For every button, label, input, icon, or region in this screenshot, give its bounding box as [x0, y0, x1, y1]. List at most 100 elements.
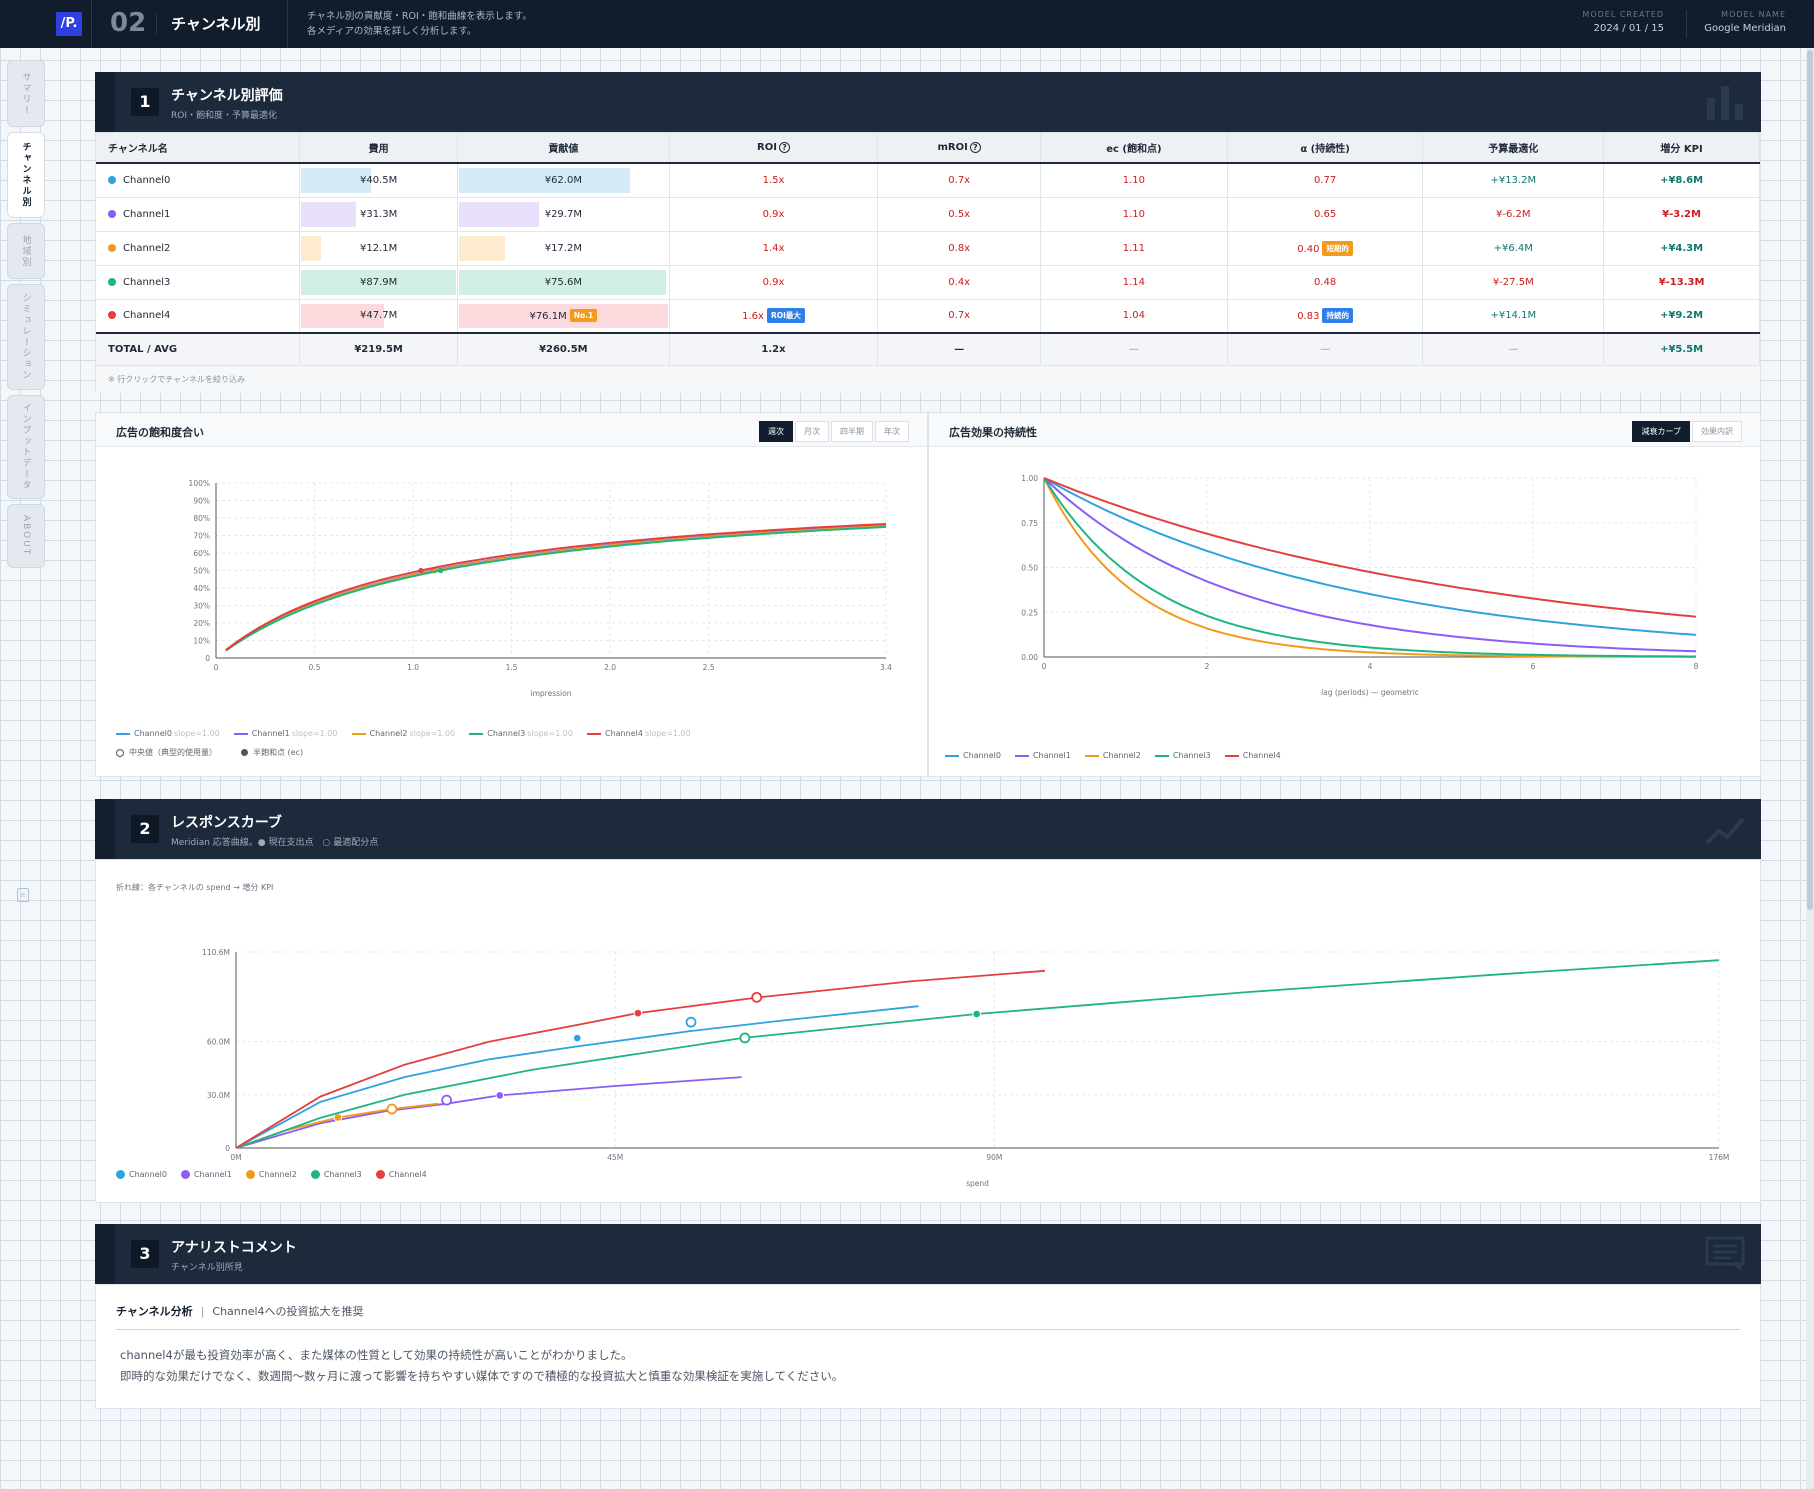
legend-item[interactable]: Channel3 slope=1.00	[469, 729, 573, 738]
help-icon[interactable]: ?	[969, 142, 981, 153]
page-scrollbar[interactable]	[1806, 48, 1814, 1489]
comment-body: channel4が最も投資効率が高く、また媒体の性質として効果の持続性が高いこと…	[120, 1345, 843, 1387]
cell-ec: 1.14	[1040, 265, 1228, 300]
legend-item[interactable]: Channel3	[310, 1170, 362, 1179]
total-cost: ¥219.5M	[299, 332, 458, 366]
table-total-row: TOTAL / AVG ¥219.5M ¥260.5M 1.2x — — — — +¥5.5M	[96, 332, 1760, 366]
legend-label: Channel1	[251, 729, 290, 738]
y-tick-label: 40%	[193, 584, 210, 593]
cell-budget: ¥-27.5M	[1422, 265, 1605, 300]
cost-bar	[301, 168, 372, 193]
cost-value: ¥40.5M	[359, 174, 398, 186]
legend-item[interactable]: Channel1 slope=1.00	[233, 729, 338, 738]
legend-item[interactable]: Channel0	[116, 1170, 167, 1179]
col-header-kpi[interactable]: 増分 KPI	[1603, 133, 1760, 164]
cell-budget: +¥6.4M	[1422, 231, 1605, 266]
cell-roi: 0.9x	[669, 197, 879, 232]
table-row[interactable]: Channel1 ¥31.3M ¥29.7M 0.9x 0.5x 1.10 0.65 ¥-6.…	[96, 197, 1760, 232]
cost-bar	[301, 269, 456, 295]
alpha-value: 0.65	[1313, 208, 1337, 220]
cell-channel: Channel2	[96, 231, 301, 266]
cell-contribution: ¥75.6M	[457, 265, 670, 300]
legend-item[interactable]: Channel1	[1014, 751, 1071, 760]
cell-contribution: ¥29.7M	[457, 197, 670, 232]
sidebar-tab-about[interactable]: ABOUT	[7, 504, 45, 568]
legend-item[interactable]: Channel3	[1154, 751, 1211, 760]
section-header-channel-eval: 1 チャンネル別評価 ROI・飽和度・予算最適化	[95, 72, 1761, 132]
sidebar-tab-summary[interactable]: サマリー	[7, 60, 45, 127]
contribution-bar	[459, 303, 668, 328]
top-bar: /P. 02 チャンネル別 チャネル別の貢献度・ROI・飽和曲線を表示します。 …	[0, 0, 1814, 48]
section-header-response-curve: 2 レスポンスカーブ Meridian 応答曲線。● 現在支出点 ○ 最適配分点	[95, 799, 1761, 859]
col-header-alpha[interactable]: α (持続性)	[1227, 133, 1424, 164]
col-header-ec[interactable]: ec (飽和点)	[1040, 133, 1228, 164]
legend-item[interactable]: Channel4 slope=1.00	[587, 729, 691, 738]
table-header-row: チャンネル名 費用 貢献値 ROI? mROI? ec (飽和点) α (持続性…	[96, 133, 1760, 164]
legend-swatch	[180, 1170, 190, 1179]
legend-item[interactable]: Channel0 slope=1.00	[116, 729, 220, 738]
col-header-contribution[interactable]: 貢献値	[457, 133, 670, 164]
period-yearly-button[interactable]: 年次	[875, 421, 909, 442]
col-header-mroi-label: mROI	[937, 142, 968, 153]
legend-item[interactable]: Channel2 slope=1.00	[351, 729, 455, 738]
response-line-channel0	[235, 1005, 919, 1149]
table-row[interactable]: Channel4 ¥47.7M ¥76.1M No.1 1.6x ROI最大 0.7x 1.0…	[96, 299, 1760, 334]
decay-curve-button[interactable]: 減衰カーブ	[1632, 421, 1690, 442]
y-tick-label: 80%	[193, 514, 210, 523]
response-line-channel3	[235, 959, 1720, 1149]
cell-mroi: 0.7x	[877, 299, 1042, 334]
legend-label: Channel3	[323, 1170, 362, 1179]
table-row[interactable]: Channel3 ¥87.9M ¥75.6M 0.9x 0.4x 1.14 0.48 ¥-27…	[96, 265, 1760, 300]
sidebar-tab-channel[interactable]: チャンネル別	[7, 132, 45, 218]
period-weekly-button[interactable]: 週次	[759, 421, 793, 442]
help-icon[interactable]: ?	[778, 142, 790, 153]
response-legend: Channel0 Channel1 Channel2 Channel3 Channel4	[116, 1170, 427, 1179]
col-header-roi[interactable]: ROI?	[669, 133, 879, 164]
decay-line-channel4	[1043, 477, 1697, 618]
app-logo[interactable]: /P.	[56, 12, 82, 36]
sidebar-tab-region[interactable]: 地域別	[7, 223, 45, 279]
header-stripe	[95, 1224, 115, 1284]
period-quarterly-button[interactable]: 四半期	[831, 421, 873, 442]
decay-line-channel1	[1043, 477, 1697, 653]
col-header-channel[interactable]: チャンネル名	[96, 133, 301, 164]
x-tick-label: 176M	[1709, 1153, 1730, 1162]
divider	[91, 0, 92, 48]
legend-item[interactable]: Channel4	[375, 1170, 427, 1179]
y-tick-label: 30%	[193, 602, 210, 611]
legend-median: 中央値（典型的使用量）	[116, 747, 217, 758]
x-tick-label: 2.0	[604, 663, 616, 672]
col-header-cost[interactable]: 費用	[299, 133, 458, 164]
x-tick-label: 0M	[230, 1153, 241, 1162]
legend-item[interactable]: Channel2	[1084, 751, 1141, 760]
legend-item[interactable]: Channel4	[1224, 751, 1281, 760]
legend-item[interactable]: Channel0	[945, 751, 1001, 760]
col-header-budget[interactable]: 予算最適化	[1422, 133, 1605, 164]
col-header-roi-label: ROI	[757, 142, 777, 153]
channel-name: Channel2	[123, 242, 171, 254]
line-chart-icon	[1705, 817, 1745, 845]
divider	[287, 0, 288, 48]
sidebar-tab-input-data[interactable]: インプットデータ	[7, 395, 45, 499]
cell-kpi: +¥9.2M	[1603, 299, 1760, 334]
legend-item[interactable]: Channel1	[180, 1170, 232, 1179]
table-row[interactable]: Channel2 ¥12.1M ¥17.2M 1.4x 0.8x 1.11 0.40 短期的 +…	[96, 231, 1760, 266]
section-number: 2	[131, 815, 159, 843]
period-monthly-button[interactable]: 月次	[795, 421, 829, 442]
document-icon[interactable]: ≡	[17, 888, 29, 902]
current-spend-point	[572, 1033, 582, 1043]
scrollbar-thumb[interactable]	[1807, 50, 1813, 910]
col-header-mroi[interactable]: mROI?	[877, 133, 1042, 164]
optimal-spend-point	[739, 1032, 751, 1044]
y-tick-label: 30.0M	[207, 1091, 230, 1100]
contribution-bar	[459, 168, 630, 193]
cell-contribution: ¥76.1M No.1	[457, 299, 670, 334]
legend-swatch	[1084, 754, 1099, 757]
table-row[interactable]: Channel0 ¥40.5M ¥62.0M 1.5x 0.7x 1.10 0.77 +¥13…	[96, 163, 1760, 198]
sidebar-tab-simulation[interactable]: シミュレーション	[7, 284, 45, 390]
legend-item[interactable]: Channel2	[245, 1170, 297, 1179]
comment-separator: |	[200, 1305, 205, 1318]
y-tick-label: 1.00	[1021, 474, 1038, 483]
effect-breakdown-button[interactable]: 効果内訳	[1692, 421, 1742, 442]
y-tick-label: 90%	[193, 497, 210, 506]
